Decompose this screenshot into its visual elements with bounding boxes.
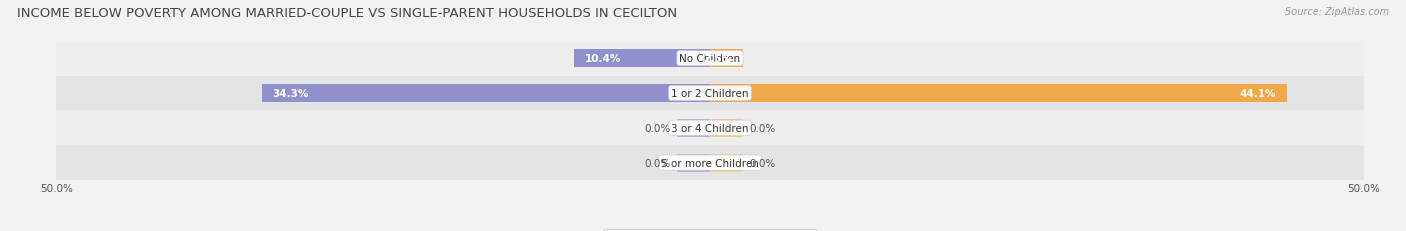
Bar [56,111,1364,146]
Text: Source: ZipAtlas.com: Source: ZipAtlas.com [1285,7,1389,17]
Bar [710,85,1286,103]
Bar [56,42,1364,76]
Text: 5 or more Children: 5 or more Children [661,158,759,168]
Bar [710,154,742,172]
Text: 2.5%: 2.5% [703,54,733,64]
Bar [678,154,710,172]
Bar [710,119,742,137]
Text: 0.0%: 0.0% [644,158,671,168]
Text: 1 or 2 Children: 1 or 2 Children [671,88,749,99]
Text: 0.0%: 0.0% [644,123,671,133]
Text: 3 or 4 Children: 3 or 4 Children [671,123,749,133]
Bar [710,50,742,68]
Bar [56,76,1364,111]
Text: 10.4%: 10.4% [585,54,621,64]
Text: INCOME BELOW POVERTY AMONG MARRIED-COUPLE VS SINGLE-PARENT HOUSEHOLDS IN CECILTO: INCOME BELOW POVERTY AMONG MARRIED-COUPL… [17,7,678,20]
Bar [56,146,1364,180]
Text: 0.0%: 0.0% [749,123,776,133]
Text: 34.3%: 34.3% [271,88,308,99]
Legend: Married Couples, Single Parents: Married Couples, Single Parents [603,229,817,231]
Bar [262,85,710,103]
Bar [678,119,710,137]
Text: 0.0%: 0.0% [749,158,776,168]
Text: 44.1%: 44.1% [1240,88,1277,99]
Text: No Children: No Children [679,54,741,64]
Bar [574,50,710,68]
